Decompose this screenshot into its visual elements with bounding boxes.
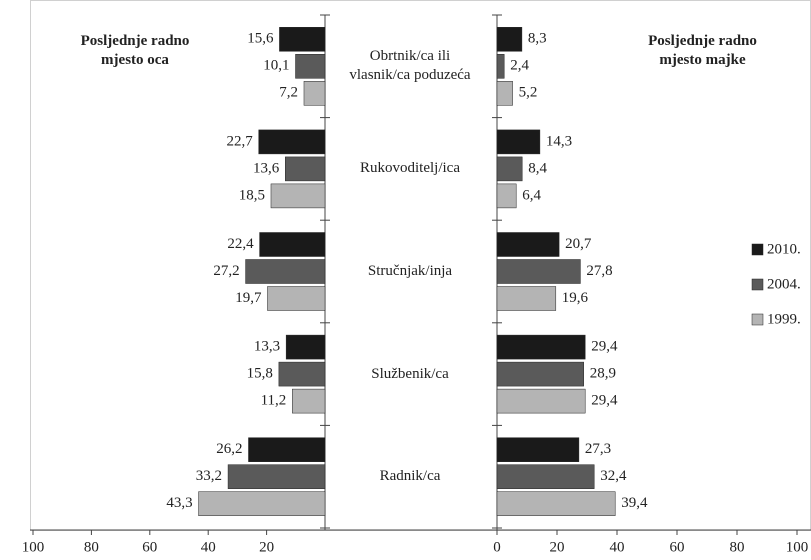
bar [198,491,326,516]
x-tick-label: 60 [142,539,157,555]
value-label: 29,4 [591,339,618,355]
bar [292,388,326,414]
value-label: 15,6 [247,31,274,47]
bar [496,156,523,182]
bar [496,334,586,360]
bar [245,259,326,284]
bar [295,54,326,79]
value-label: 8,4 [528,160,547,176]
bar [496,491,616,516]
x-tick-label: 80 [84,539,99,555]
legend-label: 2004. [767,276,801,292]
bar [496,183,517,209]
category-label: Stručnjak/inja [367,263,453,279]
value-label: 26,2 [216,441,242,457]
panel-title: Posljednje radno mjesto oca [80,33,190,68]
bar [496,27,523,52]
bar [496,286,557,311]
value-label: 19,7 [235,290,262,306]
value-label: 39,4 [621,495,648,511]
value-label: 7,2 [279,85,298,101]
legend-swatch [751,278,764,291]
bar [267,286,326,311]
category-label: Radnik/ca [379,468,441,485]
x-tick-label: 0 [493,539,501,555]
value-label: 20,7 [565,236,592,252]
x-tick-label: 100 [22,539,45,555]
bar [285,334,326,360]
category-label: Rukovoditelj/ica [360,160,460,177]
value-label: 11,2 [261,393,287,409]
x-tick-label: 100 [786,539,809,555]
bar [227,464,326,489]
value-label: 33,2 [196,468,222,484]
value-label: 5,2 [519,85,538,101]
value-label: 32,4 [600,468,627,484]
value-label: 13,3 [254,339,280,355]
bar [496,361,584,387]
x-tick-label: 40 [610,539,625,555]
bar [496,232,560,257]
panel-title: Posljednje radno mjesto majke [648,33,757,68]
value-label: 8,3 [528,31,547,47]
value-label: 10,1 [263,58,289,74]
bar [496,259,581,284]
value-label: 27,8 [586,263,612,279]
category-label: Službenik/ca [371,365,449,382]
legend-swatch [751,243,764,256]
value-label: 27,3 [585,441,611,457]
value-label: 19,6 [562,290,589,306]
value-label: 43,3 [166,495,192,511]
bar [496,437,580,462]
x-tick-label: 20 [259,539,274,555]
value-label: 22,7 [226,133,253,149]
value-label: 13,6 [253,160,280,176]
x-tick-label: 20 [550,539,565,555]
bar [278,361,326,387]
bar [259,232,326,257]
value-label: 27,2 [213,263,239,279]
bar [496,54,505,79]
value-label: 18,5 [239,187,265,203]
x-tick-label: 60 [670,539,685,555]
x-tick-label: 40 [201,539,216,555]
category-label: Obrtnik/ca ili vlasnik/ca poduzeća [349,48,471,84]
value-label: 15,8 [247,366,273,382]
value-label: 22,4 [227,236,254,252]
bar [285,156,326,182]
bar [270,183,326,209]
bar [496,464,595,489]
bar [303,81,326,106]
value-label: 28,9 [590,366,616,382]
value-label: 29,4 [591,393,618,409]
bar [496,81,513,106]
legend-label: 1999. [767,311,801,327]
bar [258,129,326,155]
x-tick-label: 80 [730,539,745,555]
legend-swatch [751,313,764,326]
value-label: 2,4 [510,58,529,74]
bar [279,27,326,52]
bar [496,388,586,414]
legend-label: 2010. [767,241,801,257]
value-label: 14,3 [546,133,572,149]
bar [496,129,541,155]
value-label: 6,4 [522,187,541,203]
bar [248,437,326,462]
